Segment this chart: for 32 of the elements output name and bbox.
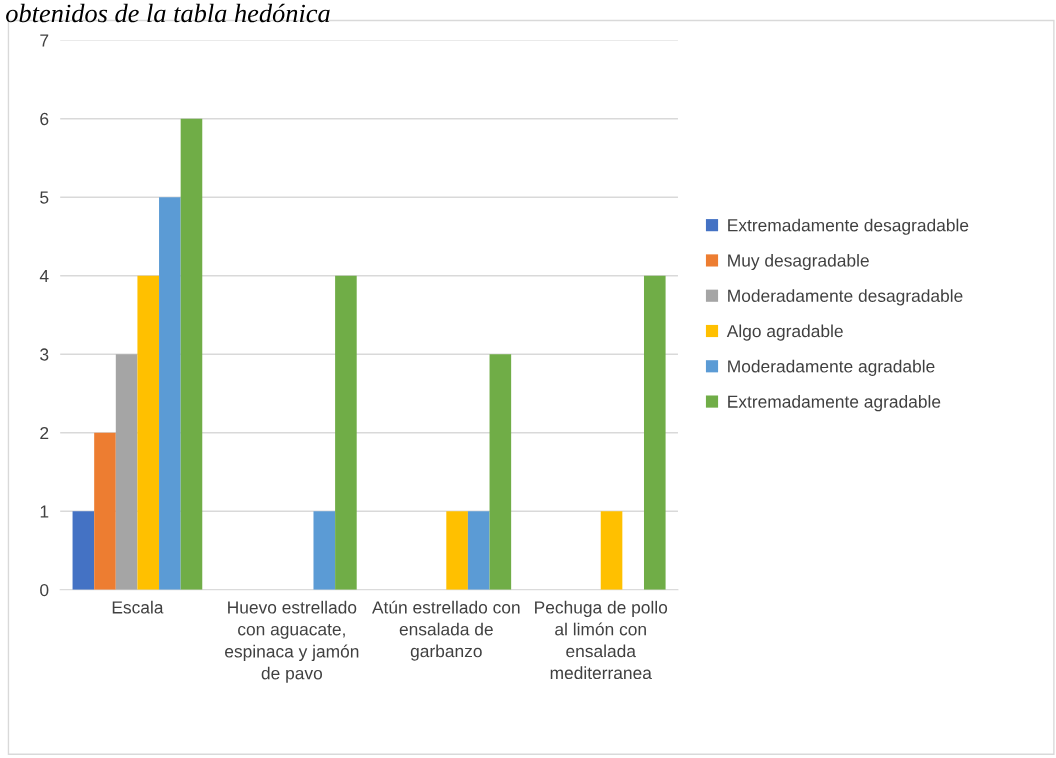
chart-title: obtenidos de la tabla hedónica <box>6 3 330 23</box>
bar <box>467 511 490 590</box>
y-tick-label: 7 <box>40 34 49 47</box>
bar <box>159 197 181 590</box>
bar <box>489 354 512 590</box>
y-tick-label: 1 <box>40 505 49 518</box>
x-tick-label: Huevo estrellado con aguacate, espinaca y jamón de pavo <box>225 600 359 683</box>
bar <box>600 511 623 590</box>
legend-label: Muy desagradable <box>728 253 869 271</box>
y-tick-label: 2 <box>40 426 49 439</box>
bar <box>94 432 116 590</box>
bar <box>115 354 138 590</box>
bar <box>72 511 95 590</box>
y-tick-label: 5 <box>40 191 49 204</box>
legend-label: Algo agradable <box>726 324 843 341</box>
bar <box>335 275 357 590</box>
y-tick-label: 4 <box>39 270 49 282</box>
legend-label: Moderadamente desagradable <box>728 289 963 306</box>
bar <box>313 511 336 590</box>
bar <box>137 275 160 590</box>
legend-label: Extremadamente agradable <box>728 395 941 412</box>
x-tick-label: Escala <box>112 600 164 614</box>
y-tick-label: 6 <box>40 112 49 126</box>
y-tick-label: 3 <box>40 348 49 361</box>
y-tick-label: 0 <box>40 583 49 597</box>
legend-label: Moderadamente agradable <box>728 359 935 376</box>
legend-label: Extremadamente desagradable <box>728 218 969 235</box>
bar <box>446 511 468 590</box>
x-tick-label: Atún estrellado con ensalada de garbanzo <box>372 600 520 661</box>
bar <box>180 118 203 590</box>
bar <box>643 275 666 590</box>
x-tick-label: Pechuga de pollo al limón con ensalada mediterranea <box>535 600 668 680</box>
